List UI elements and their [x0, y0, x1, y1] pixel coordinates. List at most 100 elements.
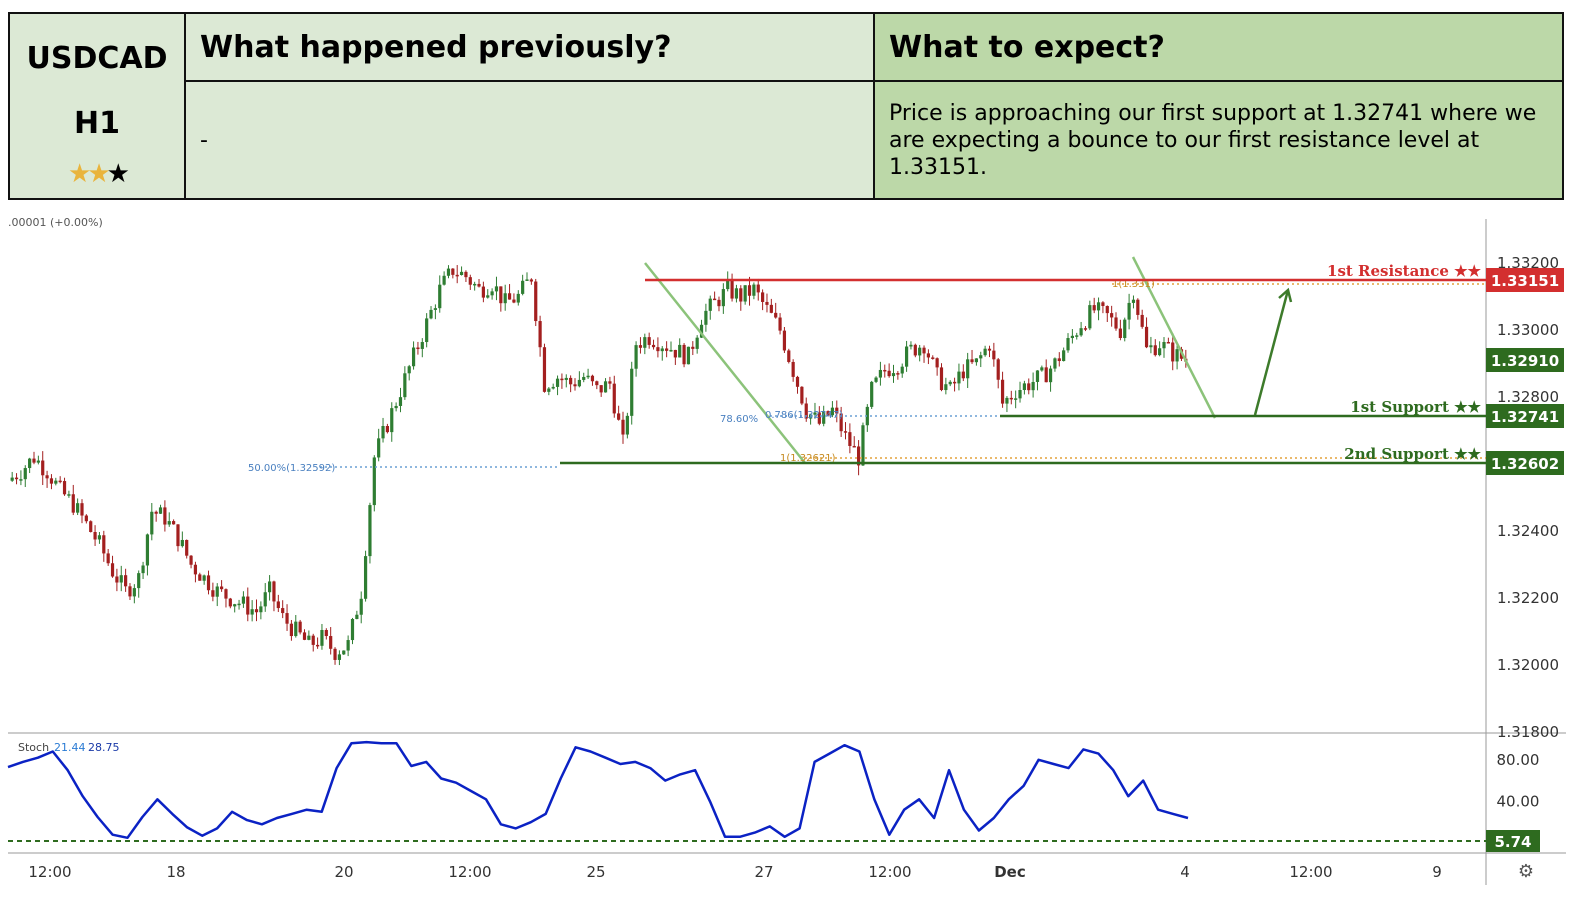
- oversold-value: 5.74: [1494, 833, 1531, 851]
- candle-body: [756, 284, 760, 293]
- candle-body: [163, 507, 167, 525]
- time-axis[interactable]: 12:00 18 20 12:00 25 27 12:00 Dec 4 12:00 9: [28, 863, 1441, 881]
- level-label: 1st Resistance ★★: [1327, 262, 1482, 280]
- candle-body: [647, 337, 651, 345]
- candle-body: [939, 367, 944, 391]
- candle-body: [599, 385, 603, 393]
- time-tick-label: 12:00: [868, 863, 911, 881]
- candle-body: [320, 630, 324, 646]
- candle-body: [547, 388, 551, 392]
- candle-body: [220, 586, 224, 590]
- star-filled-icon: ★: [68, 159, 91, 189]
- candle-body: [281, 608, 285, 614]
- candle-body: [307, 635, 311, 640]
- candle-body: [1083, 328, 1088, 330]
- candle-body: [861, 425, 865, 466]
- candle-body: [1053, 358, 1057, 369]
- candle-body: [176, 524, 180, 547]
- candle-body: [141, 565, 145, 574]
- candle-body: [28, 458, 32, 469]
- level-price-value: 1.32602: [1491, 455, 1559, 473]
- fib-label: 0.786(1.32747): [765, 410, 843, 421]
- candle-body: [1062, 350, 1066, 362]
- candle-body: [957, 371, 961, 384]
- candle-body: [32, 458, 36, 463]
- candle-body: [342, 650, 346, 655]
- price-axis[interactable]: 1.33200 1.33000 1.32800 1.32400 1.32200 1.320…: [1497, 254, 1559, 741]
- previously-text: -: [184, 80, 875, 200]
- candle-body: [442, 275, 446, 285]
- candle-body: [202, 575, 206, 581]
- candle-body: [1118, 328, 1122, 339]
- candle-body: [734, 288, 739, 299]
- candle-body: [665, 348, 669, 351]
- candle-body: [246, 596, 250, 615]
- price-chart[interactable]: .00001 (+0.00%) 50.00%(1.32592) 78.60% 0.7…: [0, 205, 1574, 895]
- candle-body: [586, 375, 590, 378]
- candle-body: [459, 271, 464, 276]
- candle-body: [180, 539, 184, 547]
- candle-body: [272, 581, 276, 602]
- current-price-value: 1.32910: [1491, 352, 1559, 370]
- candle-body: [62, 481, 67, 495]
- candle-body: [918, 347, 922, 356]
- candle-body: [974, 358, 978, 363]
- candle-body: [311, 635, 315, 645]
- candle-body: [542, 347, 547, 392]
- candle-body: [250, 609, 254, 615]
- candle-body: [241, 596, 246, 604]
- candle-body: [36, 460, 40, 463]
- candle-body: [739, 288, 743, 302]
- candle-body: [1088, 305, 1092, 329]
- candle-body: [254, 609, 259, 613]
- projection-line: [1131, 256, 1217, 419]
- candle-body: [699, 324, 704, 338]
- candle-body: [1027, 383, 1031, 391]
- candle-body: [481, 286, 485, 298]
- candle-body: [904, 346, 909, 367]
- candle-body: [394, 405, 398, 409]
- candle-body: [494, 286, 499, 292]
- candle-body: [970, 359, 974, 363]
- candle-body: [102, 535, 106, 554]
- candle-body: [835, 407, 839, 414]
- candle-body: [76, 503, 80, 513]
- price-tick-label: 1.32200: [1497, 589, 1559, 607]
- candle-body: [717, 299, 721, 307]
- candle-body: [193, 564, 198, 575]
- candle-body: [237, 603, 241, 606]
- time-tick-label: 9: [1432, 863, 1442, 881]
- candle-body: [791, 361, 795, 377]
- star-rating: ★★★: [10, 159, 184, 189]
- candle-body: [778, 317, 782, 331]
- candle-body: [765, 301, 769, 305]
- candle-body: [132, 588, 136, 597]
- candle-body: [224, 589, 228, 599]
- candle-body: [987, 348, 992, 351]
- candle-body: [1144, 326, 1149, 348]
- candle-body: [852, 445, 856, 448]
- candle-body: [931, 357, 935, 359]
- candle-body: [651, 344, 656, 348]
- candle-body: [1031, 381, 1035, 391]
- candle-body: [67, 494, 71, 496]
- candle-body: [896, 373, 900, 375]
- candle-body: [115, 576, 119, 583]
- candle-body: [555, 378, 560, 387]
- candle-body: [433, 308, 437, 310]
- candle-body: [843, 431, 848, 433]
- candle-body: [704, 310, 708, 325]
- candle-body: [198, 574, 202, 581]
- star-icon: ★: [106, 159, 130, 189]
- candle-body: [1057, 358, 1061, 362]
- candle-body: [385, 426, 389, 433]
- fib-label: 78.60%: [720, 414, 758, 425]
- candle-body: [817, 412, 821, 424]
- level-label: 2nd Support ★★: [1344, 445, 1481, 463]
- candle-body: [1040, 367, 1044, 371]
- candle-body: [669, 349, 673, 352]
- candle-body: [477, 283, 481, 287]
- gear-icon[interactable]: ⚙: [1518, 861, 1534, 882]
- candle-body: [185, 539, 189, 556]
- candle-body: [119, 575, 123, 583]
